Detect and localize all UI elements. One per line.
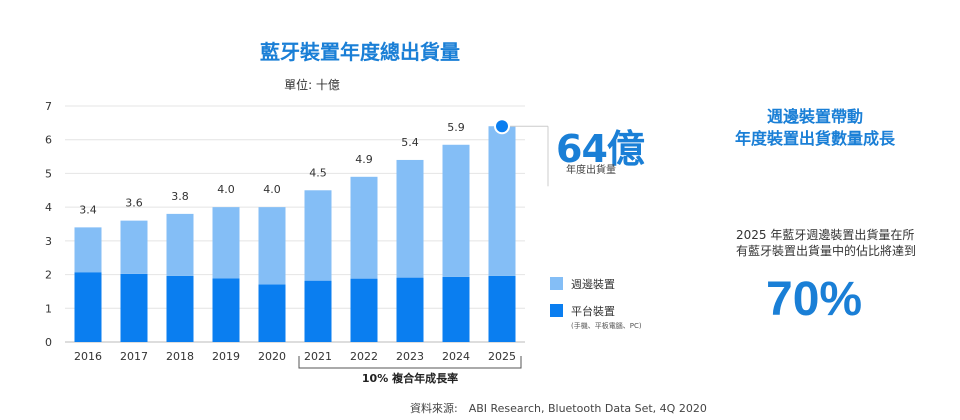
y-tick-label: 7 — [45, 100, 52, 113]
data-label: 3.4 — [79, 203, 97, 216]
cagr-label: 10% 複合年成長率 — [362, 371, 458, 385]
right-percent: 70% — [766, 273, 863, 326]
data-label: 3.6 — [125, 197, 143, 210]
x-tick-label: 2016 — [74, 350, 102, 363]
bar-peripheral — [212, 207, 240, 279]
legend-swatch-peripheral — [550, 277, 563, 290]
y-tick-label: 5 — [45, 167, 52, 180]
chart-title: 藍牙裝置年度總出貨量 — [260, 40, 460, 64]
data-label: 4.0 — [263, 183, 281, 196]
data-label: 5.9 — [447, 121, 465, 134]
callout-value: 64億 — [556, 127, 645, 171]
x-tick-label: 2022 — [350, 350, 378, 363]
bar-platform — [212, 278, 240, 342]
y-tick-label: 4 — [45, 201, 52, 214]
legend-label-peripheral: 週邊裝置 — [571, 278, 615, 291]
right-heading: 週邊裝置帶動 年度裝置出貨數量成長 — [700, 106, 930, 150]
legend-swatch-platform — [550, 304, 563, 317]
unit-label: 單位: 十億 — [284, 78, 340, 92]
bar-peripheral — [488, 126, 516, 276]
bar-peripheral — [304, 190, 332, 281]
legend-item-platform: 平台裝置 (手機、平板電腦、PC) — [550, 303, 642, 331]
bar-platform — [74, 272, 102, 342]
legend-note-platform: (手機、平板電腦、PC) — [571, 322, 642, 330]
y-tick-label: 0 — [45, 336, 52, 349]
bar-platform — [442, 276, 470, 342]
y-tick-label: 1 — [45, 302, 52, 315]
bar-platform — [120, 273, 148, 342]
y-tick-label: 6 — [45, 134, 52, 147]
data-label: 4.9 — [355, 153, 373, 166]
callout-sub: 年度出貨量 — [566, 165, 616, 176]
data-label: 4.0 — [217, 183, 235, 196]
legend-item-peripheral: 週邊裝置 — [550, 276, 615, 292]
x-tick-label: 2018 — [166, 350, 194, 363]
data-label: 3.8 — [171, 190, 189, 203]
bar-platform — [258, 284, 286, 342]
bar-peripheral — [350, 176, 378, 279]
y-tick-label: 2 — [45, 269, 52, 282]
right-text: 2025 年藍牙週邊裝置出貨量在所有藍牙裝置出貨量中的佔比將達到 — [736, 228, 917, 258]
bar-peripheral — [166, 213, 194, 276]
x-tick-label: 2025 — [488, 350, 516, 363]
cagr-bracket — [298, 356, 522, 369]
bar-peripheral — [396, 159, 424, 278]
bar-peripheral — [74, 227, 102, 273]
x-tick-label: 2017 — [120, 350, 148, 363]
x-tick-label: 2023 — [396, 350, 424, 363]
bar-platform — [304, 280, 332, 342]
x-tick-label: 2021 — [304, 350, 332, 363]
right-heading-line1: 週邊裝置帶動 — [766, 107, 863, 126]
x-tick-label: 2019 — [212, 350, 240, 363]
highlight-marker — [496, 120, 508, 133]
right-heading-line2: 年度裝置出貨數量成長 — [734, 129, 895, 148]
bar-platform — [166, 275, 194, 342]
bar-peripheral — [442, 144, 470, 277]
x-tick-label: 2024 — [442, 350, 470, 363]
source-note: 資料來源: ABI Research, Bluetooth Data Set, … — [410, 402, 707, 415]
bar-platform — [488, 275, 516, 342]
bar-peripheral — [120, 220, 148, 274]
y-tick-label: 3 — [45, 235, 52, 248]
bar-platform — [396, 277, 424, 342]
data-label: 5.4 — [401, 136, 419, 149]
legend-label-platform: 平台裝置 — [571, 305, 615, 318]
bar-platform — [350, 278, 378, 342]
data-label: 4.5 — [309, 166, 327, 179]
x-tick-label: 2020 — [258, 350, 286, 363]
bar-peripheral — [258, 207, 286, 285]
